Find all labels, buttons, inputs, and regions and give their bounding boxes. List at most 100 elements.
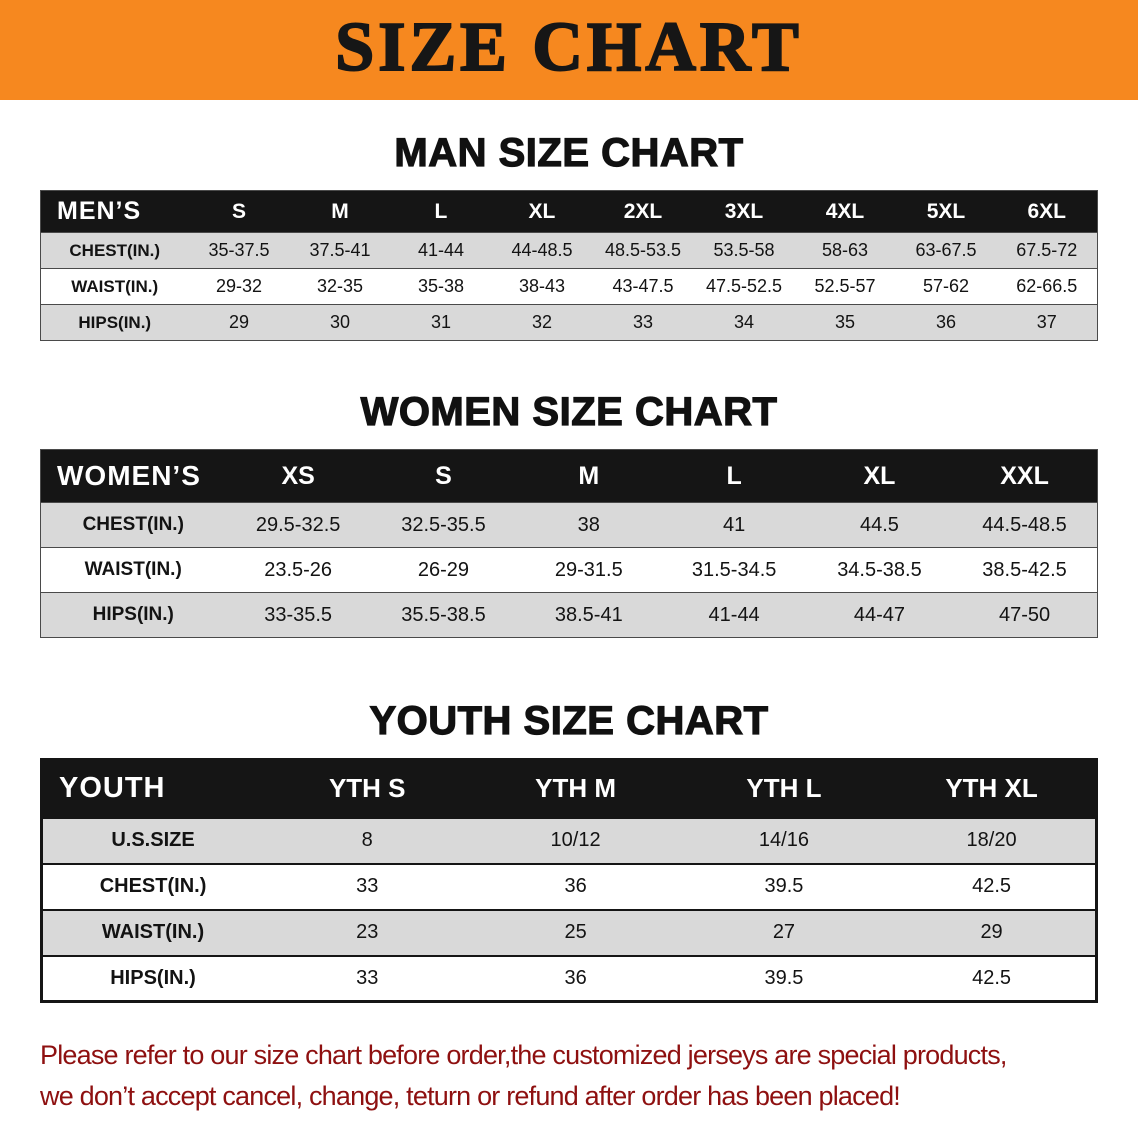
size-value-cell: 26-29 — [417, 558, 470, 581]
table-title-cell: MEN’S — [57, 197, 142, 225]
row-label: WAIST(IN.) — [71, 276, 159, 296]
row-label: CHEST(IN.) — [82, 514, 184, 535]
size-value-cell: 31 — [430, 312, 451, 332]
size-value-cell: 34 — [733, 312, 754, 332]
size-value-cell: 29-32 — [215, 276, 262, 296]
men-size-chart-section: MAN SIZE CHART MEN’S S M L XL 2XL 3XL 4XL 5XL 6XL… — [0, 130, 1138, 341]
size-header-cell: 5XL — [926, 199, 966, 223]
size-header-cell: XL — [863, 461, 896, 490]
measurement-row: U.S.SIZE 8 10/12 14/16 18/20 — [41, 817, 1097, 864]
youth-section-heading: YOUTH SIZE CHART — [369, 698, 769, 743]
size-header-cell: 3XL — [724, 199, 764, 223]
size-value-cell: 32.5-35.5 — [401, 513, 486, 536]
size-value-cell: 29-31.5 — [554, 558, 623, 581]
measurement-row: WAIST(IN.) 29-32 32-35 35-38 38-43 43-47.5 47.… — [40, 268, 1098, 305]
size-value-cell: 35-37.5 — [208, 240, 270, 260]
size-header-cell: S — [435, 461, 452, 490]
measurement-row: HIPS(IN.) 29 30 31 32 33 34 35 36 37 — [40, 304, 1098, 341]
size-value-cell: 39.5 — [764, 875, 804, 897]
size-value-cell: 35.5-38.5 — [401, 603, 486, 626]
size-value-cell: 29 — [228, 312, 249, 332]
size-header-cell: L — [726, 461, 742, 490]
size-value-cell: 52.5-57 — [814, 276, 876, 296]
size-value-cell: 23.5-26 — [264, 558, 333, 581]
size-value-cell: 41-44 — [417, 240, 464, 260]
size-value-cell: 33 — [356, 966, 379, 989]
row-label: WAIST(IN.) — [101, 921, 205, 943]
women-size-table: WOMEN’S XS S M L XL XXL CHEST(IN.) 29.5-32.5 32.… — [40, 449, 1098, 638]
size-value-cell: 42.5 — [972, 966, 1012, 989]
size-value-cell: 38 — [577, 513, 600, 536]
size-value-cell: 63-67.5 — [915, 240, 977, 260]
size-value-cell: 31.5-34.5 — [691, 558, 777, 581]
size-value-cell: 58-63 — [821, 240, 868, 260]
size-header-cell: 4XL — [825, 199, 865, 223]
size-header-cell: XS — [281, 461, 315, 490]
measurement-row: HIPS(IN.) 33-35.5 35.5-38.5 38.5-41 41-44 44-… — [40, 592, 1098, 638]
size-header-cell: S — [231, 199, 246, 223]
size-value-cell: 38.5-41 — [554, 603, 623, 626]
disclaimer-line-1: Please refer to our size chart before or… — [40, 1040, 1007, 1070]
size-value-cell: 33 — [356, 875, 379, 897]
size-value-cell: 67.5-72 — [1016, 240, 1078, 260]
size-value-cell: 42.5 — [972, 875, 1012, 897]
size-value-cell: 39.5 — [764, 966, 804, 989]
men-size-table: MEN’S S M L XL 2XL 3XL 4XL 5XL 6XL CHEST(IN.) 35-3… — [40, 190, 1098, 341]
size-value-cell: 47.5-52.5 — [705, 276, 782, 296]
youth-size-chart-section: YOUTH SIZE CHART YOUTH YTH S YTH M YTH L YTH… — [0, 698, 1138, 1003]
row-label: HIPS(IN.) — [92, 604, 174, 625]
size-value-cell: 10/12 — [550, 829, 601, 851]
size-value-cell: 34.5-38.5 — [837, 558, 922, 581]
size-value-cell: 36 — [935, 312, 956, 332]
size-value-cell: 48.5-53.5 — [604, 240, 681, 260]
table-title-cell: YOUTH — [59, 772, 166, 805]
row-label: HIPS(IN.) — [78, 312, 152, 332]
measurement-row: CHEST(IN.) 33 36 39.5 42.5 — [41, 863, 1097, 910]
women-table-body: CHEST(IN.) 29.5-32.5 32.5-35.5 38 41 44.5 44.5… — [40, 502, 1098, 638]
size-header-cell: M — [331, 199, 349, 223]
size-value-cell: 18/20 — [966, 829, 1017, 851]
size-value-cell: 33-35.5 — [264, 603, 333, 626]
row-label: HIPS(IN.) — [110, 966, 196, 989]
size-header-cell: YTH XL — [945, 773, 1038, 804]
men-table-body: CHEST(IN.) 35-37.5 37.5-41 41-44 44-48.5 48.5… — [40, 232, 1098, 341]
size-header-cell: 6XL — [1027, 199, 1066, 223]
size-header-cell: YTH L — [746, 773, 822, 804]
size-value-cell: 41-44 — [708, 603, 760, 626]
size-value-cell: 47-50 — [998, 603, 1051, 626]
size-value-cell: 23 — [356, 921, 379, 943]
size-value-cell: 43-47.5 — [612, 276, 674, 296]
size-value-cell: 14/16 — [758, 829, 809, 851]
row-label: WAIST(IN.) — [84, 559, 182, 580]
size-value-cell: 44.5-48.5 — [982, 513, 1067, 536]
size-header-cell: M — [578, 461, 600, 490]
size-value-cell: 38-43 — [518, 276, 565, 296]
size-value-cell: 37 — [1036, 312, 1057, 332]
measurement-row: HIPS(IN.) 33 36 39.5 42.5 — [41, 955, 1097, 1002]
size-value-cell: 29 — [980, 921, 1003, 943]
size-value-cell: 38.5-42.5 — [982, 558, 1067, 581]
size-value-cell: 35-38 — [417, 276, 464, 296]
measurement-row: WAIST(IN.) 23.5-26 26-29 29-31.5 31.5-34.5 34… — [40, 547, 1098, 593]
men-section-heading: MAN SIZE CHART — [394, 130, 744, 175]
size-value-cell: 36 — [564, 875, 587, 897]
table-title-cell: WOMEN’S — [57, 460, 201, 491]
size-value-cell: 44.5 — [859, 513, 899, 536]
women-size-chart-section: WOMEN SIZE CHART WOMEN’S XS S M L XL XXL CHEST… — [0, 389, 1138, 638]
size-value-cell: 53.5-58 — [713, 240, 775, 260]
size-chart-banner: SIZE CHART — [0, 0, 1138, 100]
measurement-row: CHEST(IN.) 29.5-32.5 32.5-35.5 38 41 44.5 44.5… — [40, 502, 1098, 548]
women-table-header-row: WOMEN’S XS S M L XL XXL — [40, 449, 1098, 503]
youth-table-header-row: YOUTH YTH S YTH M YTH L YTH XL — [41, 759, 1097, 818]
size-value-cell: 44-48.5 — [511, 240, 573, 260]
size-value-cell: 32-35 — [316, 276, 363, 296]
row-label: U.S.SIZE — [111, 829, 195, 851]
disclaimer-note: Please refer to our size chart before or… — [40, 1035, 1138, 1116]
size-value-cell: 8 — [361, 829, 373, 851]
page-title: SIZE CHART — [334, 9, 803, 86]
row-label: CHEST(IN.) — [69, 240, 161, 260]
size-value-cell: 33 — [632, 312, 653, 332]
size-value-cell: 35 — [834, 312, 855, 332]
men-table-header-row: MEN’S S M L XL 2XL 3XL 4XL 5XL 6XL — [40, 190, 1098, 233]
